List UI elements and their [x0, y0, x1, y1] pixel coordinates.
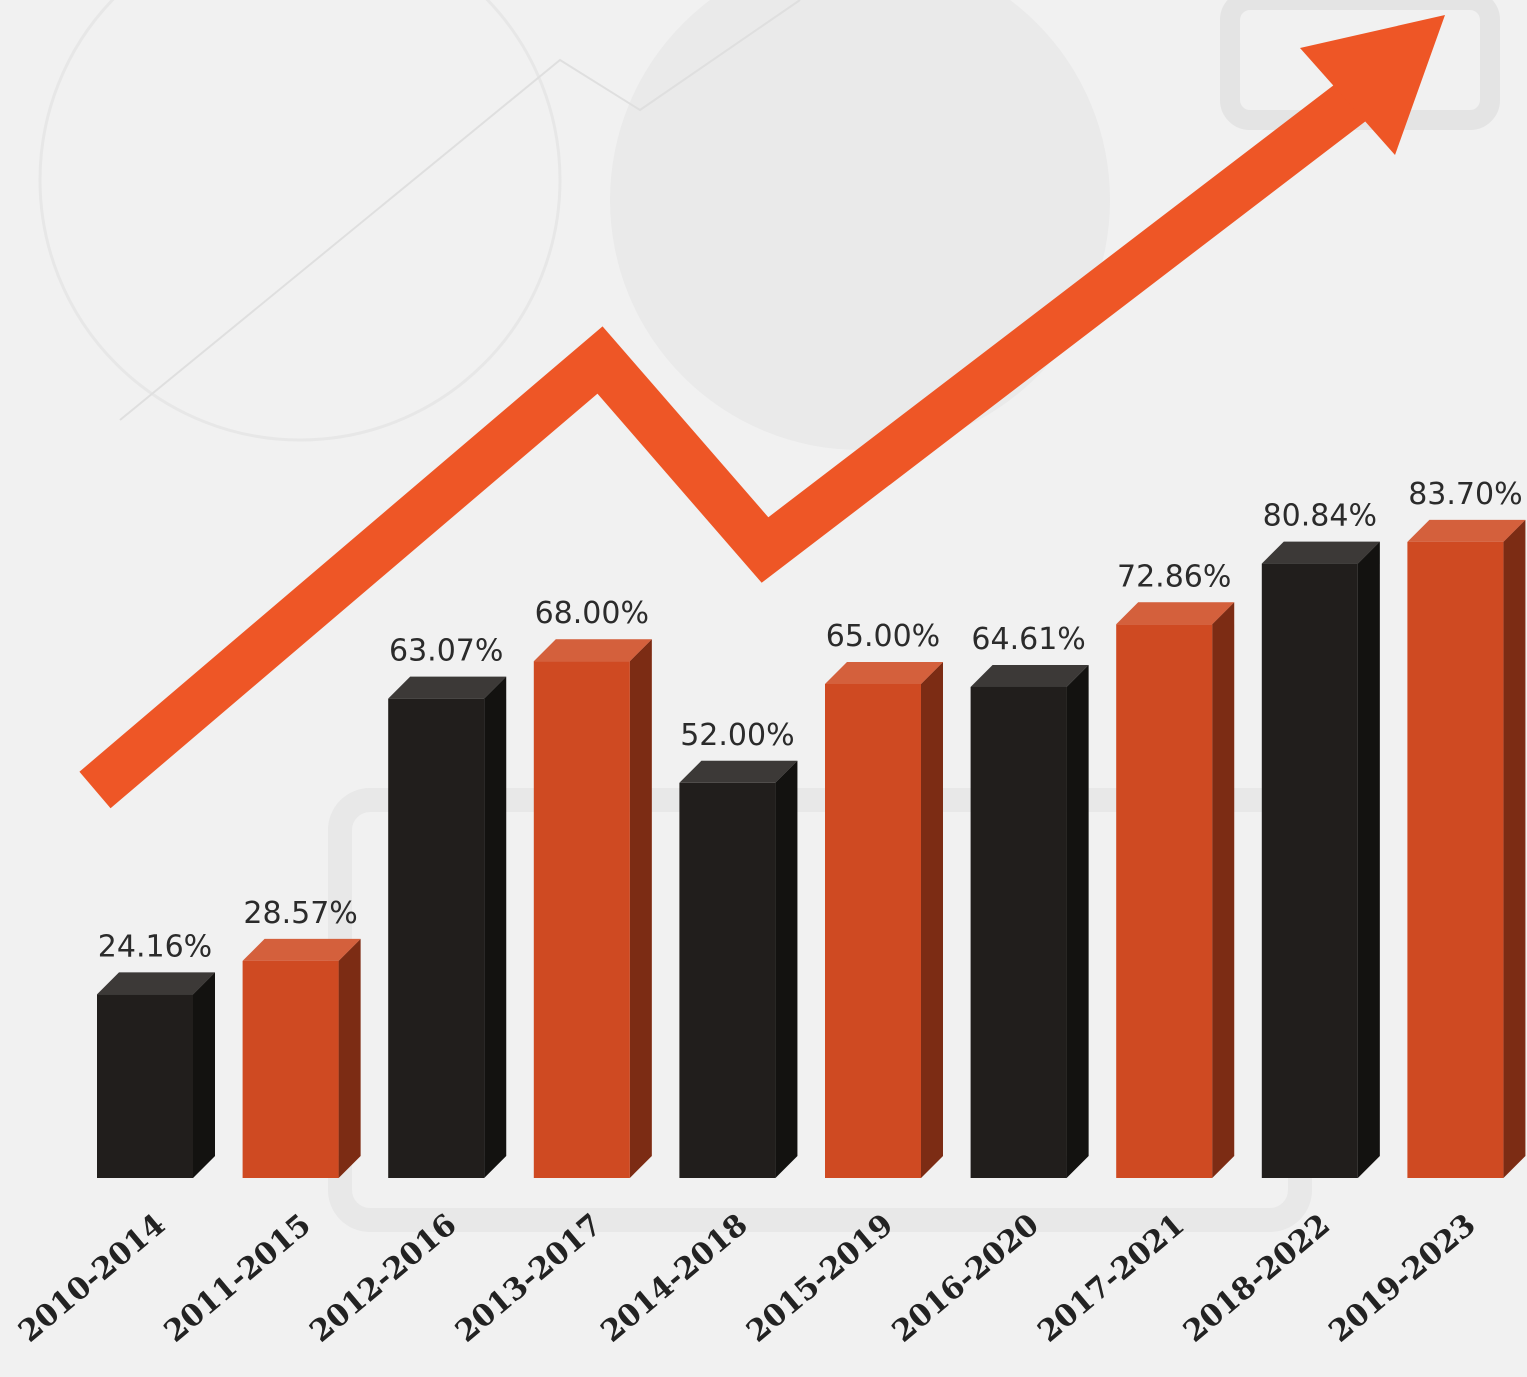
- value-label: 68.00%: [535, 596, 649, 631]
- value-label: 64.61%: [971, 622, 1085, 657]
- bar-top-shade: [97, 972, 215, 995]
- bar-side: [775, 760, 798, 1178]
- value-label: 65.00%: [826, 619, 940, 654]
- bar-side-shade: [921, 662, 943, 1178]
- x-tick-label: 2011-2015: [158, 1207, 318, 1349]
- bar-side: [921, 662, 943, 1178]
- arrow-shaft: [79, 60, 1395, 809]
- bar-side-shade: [629, 639, 652, 1178]
- x-tick-label: 2019-2023: [1323, 1207, 1483, 1349]
- bar-side: [338, 938, 361, 1178]
- bar: [825, 684, 921, 1178]
- globe-outline: [38, 0, 562, 442]
- pie-decor: [610, 0, 1110, 450]
- bar-top-shade: [1261, 541, 1380, 564]
- bar-side-shade: [484, 676, 507, 1178]
- value-label: 24.16%: [98, 929, 212, 964]
- bar-top: [1116, 602, 1235, 625]
- bar-side: [1357, 541, 1380, 1178]
- bar-top: [679, 760, 798, 783]
- bar: [388, 698, 485, 1178]
- value-label: 63.07%: [389, 634, 503, 669]
- x-tick-label: 2010-2014: [12, 1207, 172, 1349]
- bar-side-shade: [193, 972, 215, 1178]
- value-label: 28.57%: [243, 896, 357, 931]
- bar: [533, 661, 630, 1178]
- trend-decor: [119, 0, 801, 421]
- bar-side-shade: [1212, 602, 1235, 1178]
- bar-top: [388, 676, 507, 699]
- bar-top-shade: [825, 662, 943, 684]
- bar-top: [825, 662, 943, 684]
- bar-side-shade: [338, 938, 361, 1178]
- bar-top-shade: [1116, 602, 1235, 625]
- bar-side: [193, 972, 215, 1178]
- bar-top-shade: [242, 938, 361, 961]
- bar-top: [97, 972, 215, 995]
- bar: [97, 994, 193, 1178]
- value-label: 80.84%: [1263, 499, 1377, 534]
- bar-side-shade: [1066, 664, 1089, 1178]
- bar: [679, 782, 776, 1178]
- bar-side-shade: [1357, 541, 1380, 1178]
- bar-side: [484, 676, 507, 1178]
- bar: [1261, 563, 1358, 1178]
- bar-top-shade: [388, 676, 507, 699]
- bar-top-shade: [1407, 519, 1526, 542]
- bar-top: [970, 664, 1089, 687]
- bar: [1407, 541, 1504, 1178]
- bar-side: [629, 639, 652, 1178]
- value-label: 83.70%: [1408, 477, 1522, 512]
- bar-side: [1066, 664, 1089, 1178]
- bar: [970, 686, 1067, 1178]
- bar-top: [533, 639, 652, 662]
- bar-side-shade: [1503, 519, 1526, 1178]
- bar-top-shade: [679, 760, 798, 783]
- bar-top-shade: [533, 639, 652, 662]
- bar: [242, 960, 339, 1178]
- bar-top: [1261, 541, 1380, 564]
- arrow-head: [1300, 15, 1445, 155]
- bar-side: [1503, 519, 1526, 1178]
- bar: [1116, 624, 1213, 1178]
- bar-top: [242, 938, 361, 961]
- bar-side: [1212, 602, 1235, 1178]
- bar-top: [1407, 519, 1526, 542]
- value-label: 72.86%: [1117, 559, 1231, 594]
- trend-arrow: [79, 15, 1445, 809]
- value-label: 52.00%: [680, 718, 794, 753]
- bar-side-shade: [775, 760, 798, 1178]
- bar-top-shade: [970, 664, 1089, 687]
